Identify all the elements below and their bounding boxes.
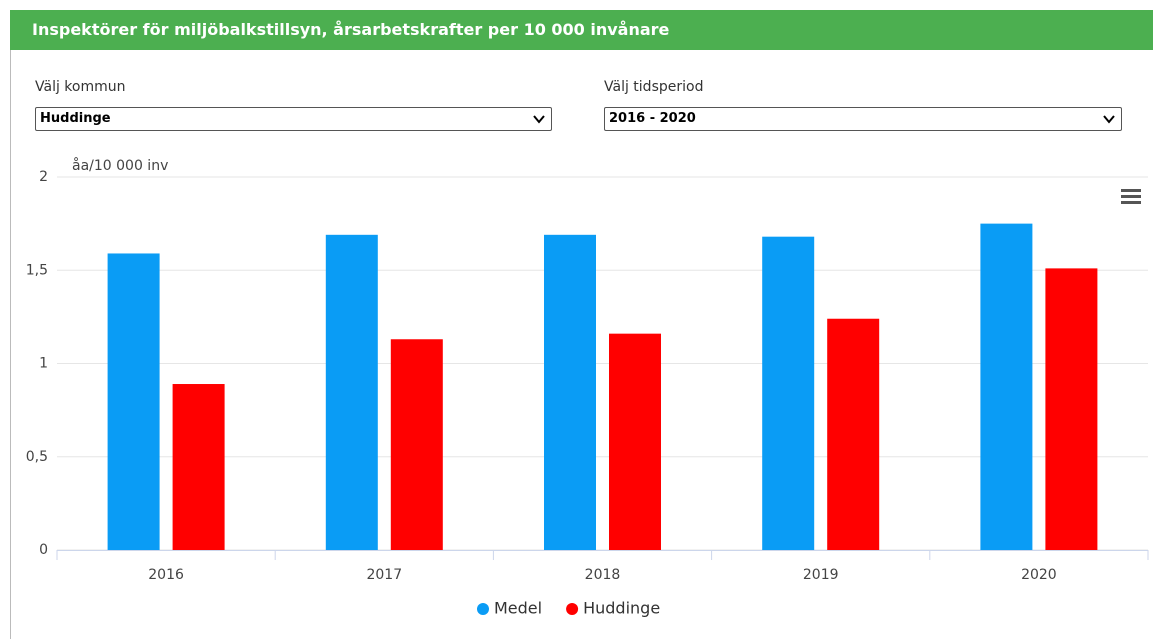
legend-marker bbox=[477, 603, 489, 615]
bar bbox=[390, 339, 443, 550]
x-tick-label: 2016 bbox=[148, 567, 184, 583]
municipality-value: Huddinge bbox=[40, 111, 111, 126]
y-tick-label: 1,5 bbox=[26, 262, 48, 278]
period-select[interactable]: 2016 - 2020 bbox=[604, 107, 1122, 131]
x-tick-label: 2020 bbox=[1021, 567, 1057, 583]
dropdown-arrow bbox=[533, 115, 545, 124]
y-axis-title: åa/10 000 inv bbox=[72, 157, 168, 174]
bar bbox=[980, 223, 1033, 550]
legend-label: Huddinge bbox=[583, 599, 660, 618]
x-tick-label: 2019 bbox=[803, 567, 839, 583]
x-tick-label: 2018 bbox=[585, 567, 621, 583]
x-tick-label: 2017 bbox=[366, 567, 402, 583]
municipality-label: Välj kommun bbox=[35, 79, 126, 95]
bar bbox=[325, 234, 378, 550]
period-label: Välj tidsperiod bbox=[604, 79, 704, 95]
y-tick-label: 0 bbox=[39, 542, 48, 558]
bar bbox=[827, 318, 880, 550]
bar bbox=[172, 384, 225, 550]
bar bbox=[609, 333, 661, 550]
municipality-select[interactable]: Huddinge bbox=[35, 107, 552, 131]
y-tick-label: 2 bbox=[39, 169, 48, 185]
menu-icon[interactable] bbox=[1121, 189, 1141, 204]
period-value: 2016 - 2020 bbox=[609, 111, 696, 126]
dropdown-arrow bbox=[1103, 115, 1115, 124]
bar bbox=[107, 253, 160, 550]
bar bbox=[762, 236, 815, 550]
legend-marker bbox=[566, 603, 579, 615]
panel-title: Inspektörer för miljöbalkstillsyn, årsar… bbox=[10, 10, 1153, 50]
bar bbox=[1045, 268, 1098, 550]
legend-label: Medel bbox=[494, 599, 542, 618]
y-tick-label: 0,5 bbox=[26, 449, 48, 465]
bar bbox=[544, 234, 596, 550]
panel bbox=[10, 10, 1153, 639]
y-tick-label: 1 bbox=[39, 356, 48, 372]
